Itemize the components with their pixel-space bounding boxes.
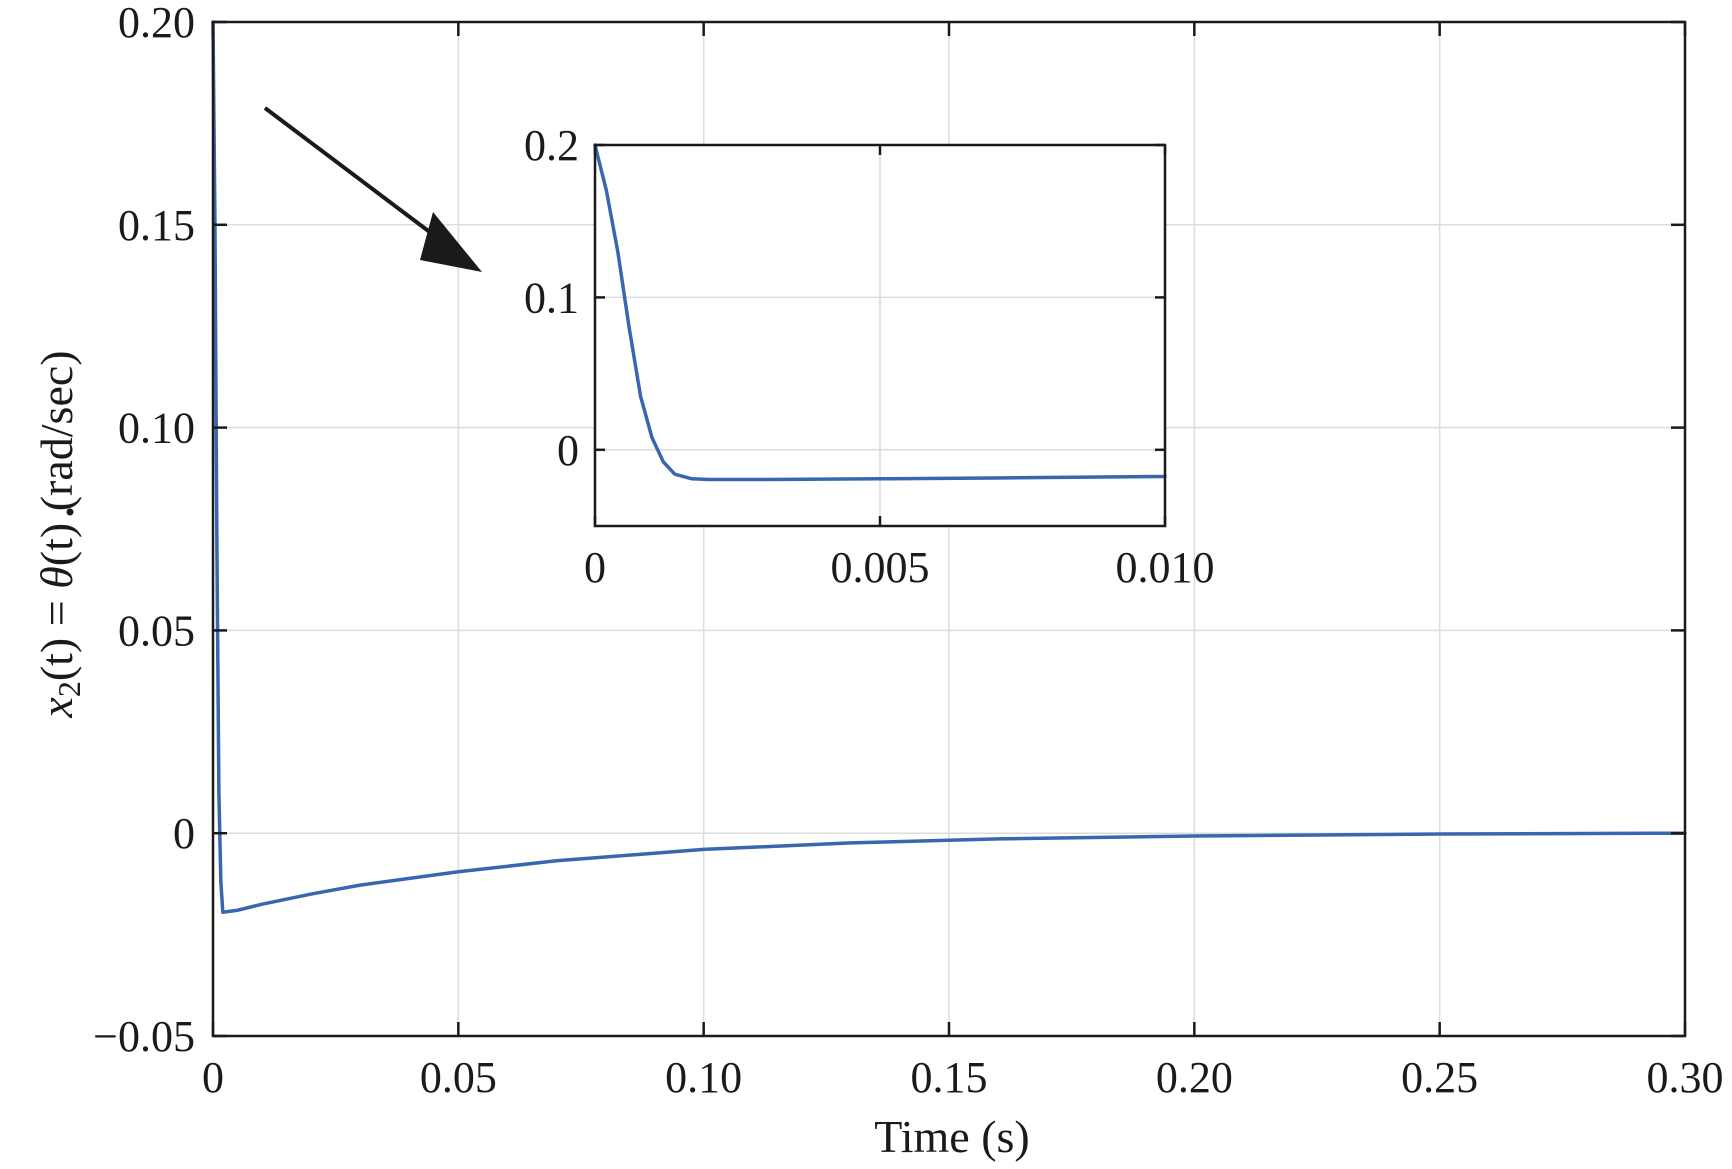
main-y-tick-label: 0.15	[118, 201, 195, 250]
main-plot: 0 0.05 0.10 0.15 0.20 0.25 0.30−0.0500.050.100…	[93, 0, 1723, 1102]
zoom-arrow	[263, 106, 482, 272]
y-axis-label-sub: 2	[51, 681, 87, 697]
y-axis-label-theta: θ	[31, 566, 82, 589]
inset-y-tick-label: 0.2	[524, 121, 579, 170]
y-axis-label-part1: (t) =	[31, 589, 82, 681]
theta-dot	[66, 508, 74, 516]
inset-x-tick-label: 0.005	[831, 543, 930, 592]
zoom-arrow-head	[420, 212, 482, 272]
main-y-tick-label: 0.05	[118, 606, 195, 655]
inset-x-tick-label: 0	[584, 543, 606, 592]
main-y-tick-label: 0	[173, 809, 195, 858]
y-axis-label-part2: (t) (rad/sec)	[31, 350, 82, 566]
main-y-tick-label: 0.20	[118, 0, 195, 47]
y-axis-label: x2(t) = θ(t) (rad/sec)	[31, 350, 87, 718]
y-axis-label-var: x	[31, 697, 82, 719]
main-series-line	[211, 20, 1687, 915]
inset-series-line	[593, 143, 1167, 482]
inset-y-tick-label: 0	[557, 426, 579, 475]
zoom-arrow-shaft	[263, 106, 437, 238]
main-x-tick-label: 0	[202, 1053, 224, 1102]
main-x-tick-label: 0.05	[420, 1053, 497, 1102]
main-y-tick-label: 0.10	[118, 404, 195, 453]
inset-y-tick-label: 0.1	[524, 273, 579, 322]
main-x-tick-label: 0.30	[1647, 1053, 1724, 1102]
svg-text:x2(t) = θ(t) (rad/sec): x2(t) = θ(t) (rad/sec)	[31, 350, 87, 718]
main-x-tick-label: 0.10	[665, 1053, 742, 1102]
main-x-tick-label: 0.15	[911, 1053, 988, 1102]
main-x-tick-label: 0.20	[1156, 1053, 1233, 1102]
main-y-tick-label: −0.05	[93, 1012, 195, 1061]
x-axis-label: Time (s)	[874, 1111, 1030, 1162]
inset-plot: 0 0.005 0.010 0 0.1 0.2	[524, 121, 1215, 592]
main-x-tick-label: 0.25	[1401, 1053, 1478, 1102]
inset-x-tick-label: 0.010	[1116, 543, 1215, 592]
